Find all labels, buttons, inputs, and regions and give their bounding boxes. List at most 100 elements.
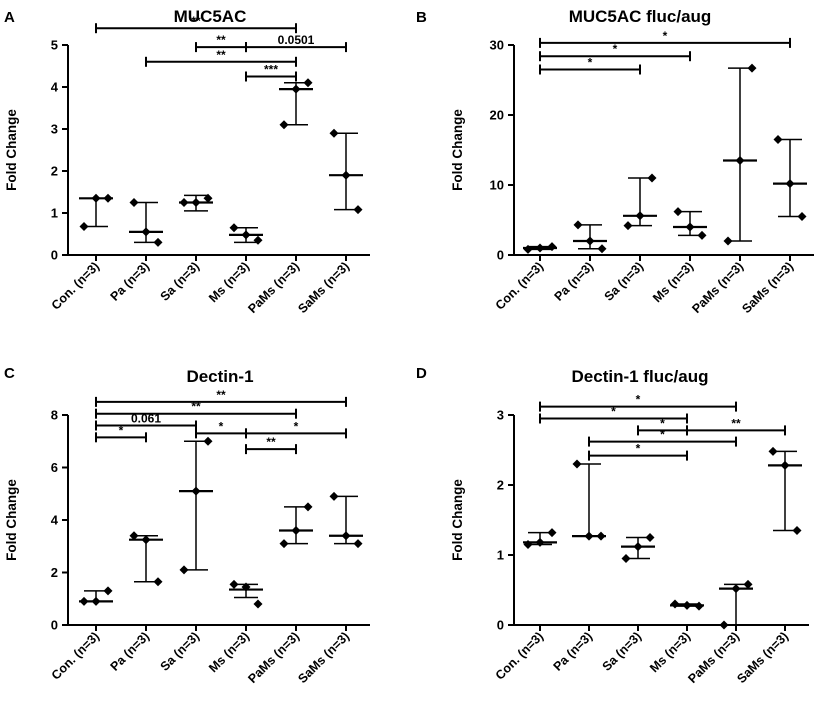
data-point <box>673 207 683 217</box>
panel-letter: B <box>416 9 427 26</box>
chart-title: MUC5AC fluc/aug <box>569 7 712 26</box>
data-point <box>747 63 757 73</box>
y-tick-label: 0 <box>51 618 58 633</box>
data-point <box>572 459 582 469</box>
data-point <box>191 486 201 496</box>
x-tick-label: Sa (n=3) <box>158 259 203 304</box>
significance-label: * <box>119 423 124 437</box>
data-point <box>179 198 189 207</box>
y-tick-label: 3 <box>497 408 504 423</box>
data-point <box>573 220 583 230</box>
x-tick-label: SaMs (n=3) <box>739 259 796 316</box>
significance-label: 0.061 <box>131 412 161 426</box>
data-point <box>153 577 163 587</box>
significance-label: ** <box>216 33 226 47</box>
data-point <box>79 221 89 231</box>
y-tick-label: 1 <box>51 206 58 221</box>
x-tick-label: Sa (n=3) <box>602 259 647 304</box>
data-point <box>635 211 645 221</box>
data-point <box>768 446 778 456</box>
data-point <box>645 533 655 542</box>
x-tick-label: Ms (n=3) <box>206 629 252 675</box>
y-axis-label: Fold Change <box>4 479 19 561</box>
data-point <box>797 212 807 221</box>
data-point <box>179 565 189 575</box>
y-tick-label: 8 <box>51 408 58 423</box>
data-point <box>584 531 594 541</box>
data-point <box>129 198 139 207</box>
panel-a: A MUC5AC Fold Change 0 1 2 3 4 5 Con. (n=3) Pa (n=… <box>4 7 370 316</box>
significance-label: ** <box>731 416 741 430</box>
significance-label: ** <box>216 48 226 62</box>
data-point <box>103 193 113 203</box>
y-tick-label: 5 <box>51 38 58 53</box>
panel-letter: C <box>4 365 15 382</box>
y-tick-label: 1 <box>497 548 504 563</box>
data-point <box>697 230 707 240</box>
significance-label: * <box>660 416 665 430</box>
chart-title: MUC5AC <box>174 7 247 26</box>
data-point <box>723 236 733 246</box>
significance-label: 0.0501 <box>278 33 315 47</box>
x-tick-label: Pa (n=3) <box>108 259 153 304</box>
y-tick-label: 2 <box>51 565 58 580</box>
y-tick-label: 0 <box>497 248 504 263</box>
x-tick-label: SaMs (n=3) <box>295 259 352 316</box>
data-point <box>291 84 301 94</box>
significance-label: * <box>613 42 618 56</box>
y-tick-label: 2 <box>51 164 58 179</box>
data-point <box>279 120 289 130</box>
significance-label: ** <box>191 400 201 414</box>
data-point <box>785 179 795 189</box>
x-tick-label: Sa (n=3) <box>600 629 645 674</box>
data-point <box>129 531 139 541</box>
data-point <box>685 222 695 232</box>
x-tick-label: Con. (n=3) <box>493 629 546 682</box>
x-tick-label: Con. (n=3) <box>49 629 102 682</box>
panel-c: C Dectin-1 Fold Change 0 2 4 6 8 Con. (n=3) Pa (n… <box>4 365 370 686</box>
data-point <box>523 244 533 254</box>
data-point <box>141 227 151 237</box>
significance-label: ** <box>266 435 276 449</box>
y-tick-label: 20 <box>490 108 504 123</box>
significance-label: ** <box>191 14 201 28</box>
data-point <box>279 539 289 549</box>
data-point <box>735 156 745 165</box>
significance-label: *** <box>264 63 278 77</box>
x-tick-label: Ms (n=3) <box>650 259 696 305</box>
data-point <box>585 236 595 246</box>
x-tick-label: Ms (n=3) <box>647 629 693 675</box>
x-tick-label: Pa (n=3) <box>108 629 153 674</box>
data-point <box>203 193 213 203</box>
significance-label: * <box>611 405 616 419</box>
data-point <box>191 198 201 207</box>
data-point <box>719 620 729 630</box>
y-axis-label: Fold Change <box>450 109 465 191</box>
data-point <box>203 436 213 446</box>
data-point <box>91 193 101 203</box>
panel-d: D Dectin-1 fluc/aug Fold Change 0 1 2 3 Con. (n… <box>416 365 809 686</box>
panel-letter: D <box>416 365 427 382</box>
data-point <box>623 221 633 231</box>
data-point <box>341 531 351 541</box>
data-point <box>647 173 657 183</box>
y-tick-label: 10 <box>490 178 504 193</box>
significance-label: ** <box>216 388 226 402</box>
data-point <box>303 78 313 88</box>
data-point <box>229 223 239 233</box>
panel-letter: A <box>4 9 15 26</box>
panel-b: B MUC5AC fluc/aug Fold Change 0 10 20 30 Con. (… <box>416 7 814 316</box>
significance-label: * <box>636 393 641 407</box>
x-tick-label: SaMs (n=3) <box>734 629 791 686</box>
data-point <box>743 579 753 589</box>
data-point <box>535 243 545 253</box>
data-point <box>547 242 557 252</box>
x-tick-label: SaMs (n=3) <box>295 629 352 686</box>
data-point <box>682 600 692 610</box>
data-point <box>229 579 239 589</box>
x-tick-label: Ms (n=3) <box>206 259 252 305</box>
y-tick-label: 6 <box>51 460 58 475</box>
data-point <box>141 535 151 545</box>
data-point <box>329 491 339 501</box>
